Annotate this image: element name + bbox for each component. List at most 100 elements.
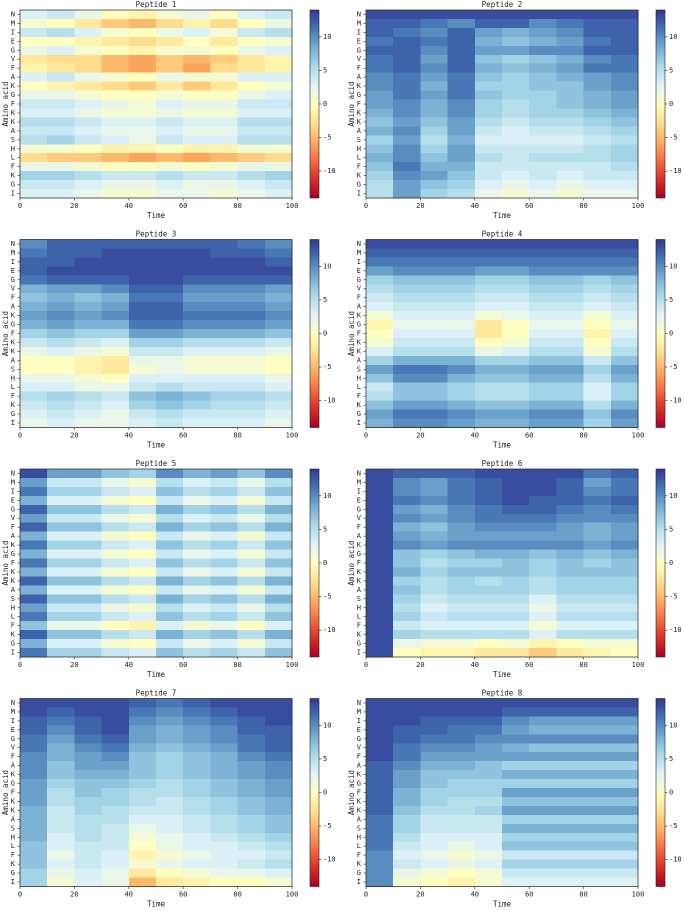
heatmap-cell (610, 239, 639, 249)
heatmap-cell (156, 135, 184, 145)
heatmap-cell (393, 832, 421, 843)
y-tick-label: I (11, 258, 15, 266)
heatmap-cell (183, 823, 211, 834)
heatmap-cell (210, 72, 238, 83)
heatmap-cell (210, 329, 238, 339)
heatmap-cell (128, 531, 157, 542)
heatmap-cell (393, 707, 421, 717)
y-tick-label: G (357, 735, 361, 743)
heatmap-cell (529, 311, 557, 321)
heatmap-cell (210, 734, 238, 744)
heatmap-cell (74, 698, 102, 708)
heatmap-cell (583, 126, 612, 136)
heatmap-cell (47, 302, 75, 312)
heatmap-cell (610, 469, 639, 479)
heatmap-cell (420, 293, 448, 303)
y-tick-label: F (357, 523, 361, 531)
heatmap-cell (128, 382, 157, 393)
heatmap-cell (183, 257, 211, 267)
heatmap-cell (474, 81, 503, 91)
heatmap-cell (610, 135, 639, 145)
heatmap-cell (447, 576, 476, 586)
heatmap-cell (101, 418, 130, 428)
x-axis-label: Time (493, 211, 512, 220)
heatmap-cell (74, 355, 102, 366)
heatmap-cell (183, 418, 211, 428)
heatmap-cell (264, 337, 293, 348)
heatmap-cell (210, 603, 238, 613)
colorbar-tick-label: 5 (323, 755, 327, 763)
heatmap-cell (183, 469, 211, 479)
heatmap-cell (502, 716, 530, 726)
heatmap-cell (366, 284, 394, 294)
colorbar-tick-label: -5 (323, 593, 331, 601)
y-tick-label: V (357, 285, 362, 293)
heatmap-cell (393, 72, 421, 83)
heatmap-cell (101, 346, 130, 357)
heatmap-cell (101, 868, 130, 878)
heatmap-cell (583, 373, 612, 384)
heatmap-cell (529, 761, 557, 771)
heatmap-cell (474, 779, 503, 789)
heatmap-cell (420, 603, 448, 613)
heatmap-cell (128, 513, 157, 524)
heatmap-cell (393, 135, 421, 145)
heatmap-cell (583, 180, 612, 190)
heatmap-cell (128, 400, 157, 410)
heatmap-cell (474, 54, 503, 65)
heatmap-cell (583, 162, 612, 172)
heatmap-cell (128, 788, 157, 798)
heatmap-cell (237, 522, 266, 533)
heatmap-cell (366, 189, 394, 199)
heatmap-cell (366, 337, 394, 348)
heatmap-cell (101, 400, 130, 410)
heatmap-cell (447, 504, 476, 515)
heatmap-cell (156, 868, 184, 878)
heatmap-cell (210, 558, 238, 568)
y-tick-label: F (357, 753, 361, 761)
colorbar-tick-label: 5 (669, 66, 673, 74)
y-tick-label: M (11, 19, 15, 27)
heatmap-cell (529, 549, 557, 559)
heatmap-cell (366, 639, 394, 649)
heatmap-cell (210, 117, 238, 127)
heatmap-cell (447, 698, 476, 708)
heatmap-cell (474, 373, 503, 384)
heatmap-cell (610, 337, 639, 348)
heatmap-cell (264, 469, 293, 479)
y-tick-label: L (357, 842, 361, 850)
y-tick-label: F (357, 294, 361, 302)
heatmap-cell (74, 180, 102, 190)
heatmap-cell (529, 698, 557, 708)
heatmap-cell (101, 743, 130, 753)
heatmap-cell (447, 266, 476, 276)
heatmap-cell (183, 180, 211, 190)
heatmap-cell (474, 45, 503, 56)
heatmap-cell (128, 90, 157, 100)
heatmap-cell (210, 648, 238, 658)
heatmap-cell (237, 364, 266, 375)
heatmap-cell (420, 612, 448, 622)
heatmap-cell (101, 99, 130, 109)
panel-title: Peptide 4 (482, 230, 523, 239)
heatmap-cell (156, 752, 184, 762)
heatmap-cell (474, 153, 503, 163)
heatmap-cell (47, 171, 75, 181)
heatmap-cell (610, 72, 639, 83)
heatmap-cell (101, 364, 130, 375)
heatmap-cell (474, 877, 503, 887)
heatmap-cell (156, 504, 184, 515)
heatmap-cell (474, 72, 503, 83)
heatmap-cell (474, 117, 503, 127)
y-tick-label: K (11, 338, 16, 346)
heatmap-cell (529, 63, 557, 74)
heatmap-cell (610, 805, 639, 816)
heatmap-cell (529, 770, 557, 780)
heatmap-cell (156, 832, 184, 843)
heatmap-cell (20, 54, 48, 65)
heatmap-cell (237, 180, 266, 190)
heatmap-cell (447, 630, 476, 640)
heatmap-cell (583, 841, 612, 852)
heatmap-cell (502, 648, 530, 658)
heatmap-cell (74, 10, 102, 20)
